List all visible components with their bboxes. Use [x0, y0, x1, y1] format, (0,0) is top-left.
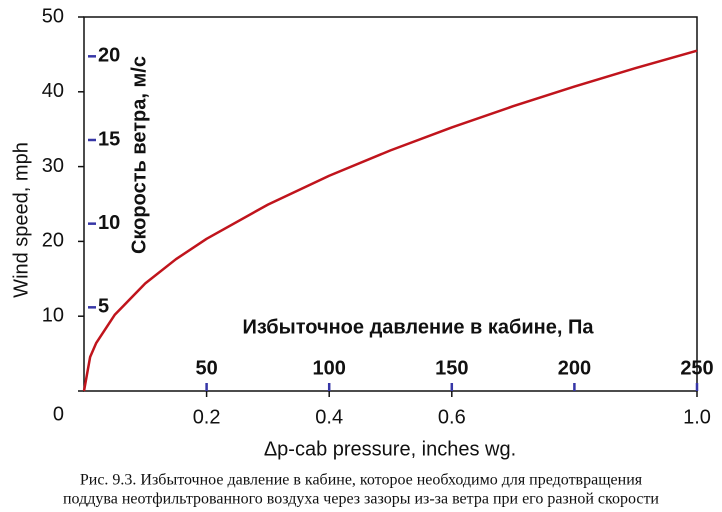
x2-tick-label: 250: [680, 357, 713, 379]
x2-tick-label: 100: [313, 357, 346, 379]
caption: поддува неотфильтрованного воздуха через…: [63, 491, 659, 508]
y-tick-label: 10: [42, 304, 64, 326]
x2-tick-label: 50: [195, 357, 217, 379]
y2-tick-label: 15: [98, 128, 120, 150]
plot-frame: [83, 16, 698, 392]
y-tick-label: 40: [42, 80, 64, 102]
y-tick-label: 20: [42, 230, 64, 252]
caption: Рис. 9.3. Избыточное давление в кабине, …: [80, 472, 643, 489]
y-tick-label: 0: [53, 403, 64, 425]
x-axis-label: Δp-cab pressure, inches wg.: [264, 438, 516, 460]
y2-tick-label: 5: [98, 296, 109, 318]
line-series: [82, 49, 698, 392]
x2-axis-label: Избыточное давление в кабине, Па: [242, 316, 594, 338]
x-tick-label: 0.2: [193, 406, 221, 428]
y-tick-label: 50: [42, 5, 64, 27]
x-tick-label: 0.4: [315, 406, 343, 428]
y-axis-label: Wind speed, mph: [10, 142, 32, 298]
x-tick-label: 0.6: [438, 406, 466, 428]
y2-tick-label: 10: [98, 212, 120, 234]
x-tick-label: 1.0: [683, 406, 711, 428]
y-tick-label: 30: [42, 155, 64, 177]
x2-tick-label: 200: [558, 357, 591, 379]
y2-axis-label: Скорость ветра, м/с: [128, 56, 150, 254]
x2-tick-label: 150: [435, 357, 468, 379]
y2-tick-label: 20: [98, 45, 120, 67]
